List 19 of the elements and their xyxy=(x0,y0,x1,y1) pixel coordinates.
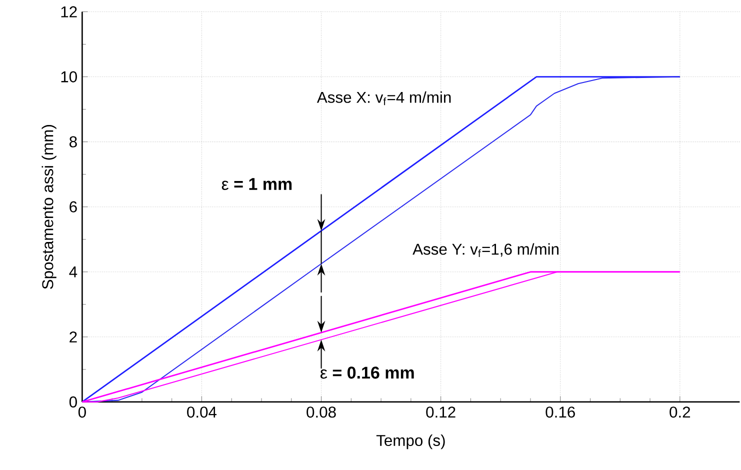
x-tick-label: 0.16 xyxy=(546,406,575,418)
y-tick-label: 8 xyxy=(70,136,77,148)
annotation: Asse Y: v$_{f}$=1,6 m/min xyxy=(412,243,558,258)
y-tick-label: 4 xyxy=(69,266,78,278)
x-tick-label: 0.04 xyxy=(187,406,217,418)
y-tick-label: 0 xyxy=(69,396,77,408)
y-tick-label: 6 xyxy=(70,202,77,213)
x-tick-label: 0.2 xyxy=(670,406,690,418)
y-tick-label: 2 xyxy=(70,332,77,343)
y-axis-title: Spostamento assi (mm) xyxy=(42,125,56,290)
annotation: ε = 1 mm xyxy=(222,178,292,190)
x-axis-title: Tempo (s) xyxy=(376,434,445,450)
x-tick-label: 0 xyxy=(78,406,86,418)
annotation: Asse X: v$_{f}$=4 m/min xyxy=(316,92,451,106)
annotation: ε = 0.16 mm xyxy=(320,366,414,379)
x-tick-label: 0.08 xyxy=(306,406,336,418)
y-tick-label: 12 xyxy=(61,6,77,18)
y-tick-label: 10 xyxy=(61,71,77,83)
x-tick-label: 0.12 xyxy=(426,406,456,418)
